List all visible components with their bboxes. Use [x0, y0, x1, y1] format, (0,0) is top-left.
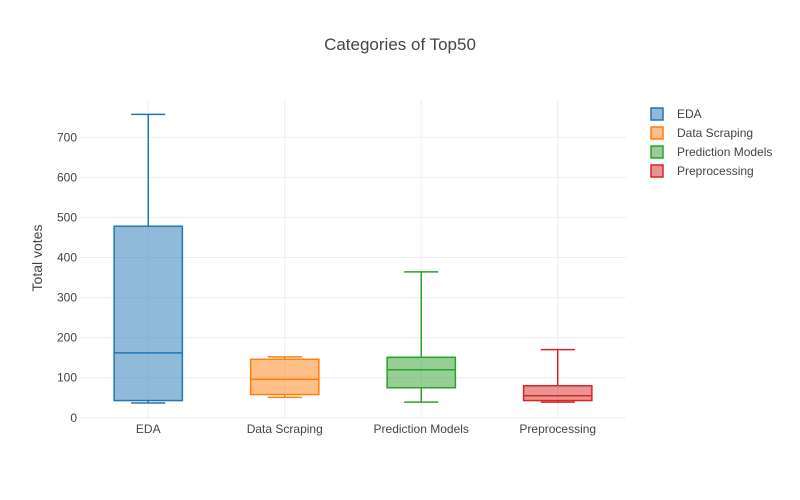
legend-item[interactable]: EDA [650, 107, 702, 121]
x-axis: EDA Data Scraping Prediction Models Preproc… [136, 422, 596, 436]
box-iqr [249, 358, 320, 396]
legend-swatch [650, 164, 664, 178]
y-tick-label: 500 [57, 210, 77, 224]
y-tick-label: 400 [57, 250, 77, 264]
box-eda[interactable] [113, 113, 184, 404]
y-axis-title: Total votes [29, 225, 45, 292]
legend-label: Data Scraping [677, 126, 753, 140]
legend-label: EDA [677, 107, 702, 121]
legend[interactable]: EDA Data Scraping Prediction Models Preproc… [650, 107, 772, 178]
y-tick-label: 700 [57, 130, 77, 144]
y-tick-label: 100 [57, 371, 77, 385]
box-prediction-models[interactable] [386, 271, 457, 403]
legend-item[interactable]: Preprocessing [650, 164, 754, 178]
y-tick-label: 300 [57, 291, 77, 305]
y-axis: 0 100 200 300 400 500 600 700 [57, 130, 77, 425]
legend-label: Prediction Models [677, 145, 772, 159]
x-tick-label: EDA [136, 422, 161, 436]
y-tick-label: 0 [70, 411, 77, 425]
box-iqr [113, 225, 184, 402]
box-preprocessing[interactable] [522, 348, 593, 403]
box-data-scraping[interactable] [249, 356, 320, 399]
y-tick-label: 600 [57, 170, 77, 184]
legend-label: Preprocessing [677, 164, 754, 178]
legend-swatch [650, 145, 664, 159]
legend-swatch [650, 107, 664, 121]
x-tick-label: Data Scraping [247, 422, 323, 436]
box-iqr [522, 384, 593, 402]
chart-title: Categories of Top50 [324, 35, 476, 54]
box-iqr [386, 356, 457, 389]
legend-item[interactable]: Data Scraping [650, 126, 753, 140]
legend-swatch [650, 126, 664, 140]
y-tick-label: 200 [57, 331, 77, 345]
x-tick-label: Prediction Models [374, 422, 469, 436]
x-tick-label: Preprocessing [519, 422, 596, 436]
legend-item[interactable]: Prediction Models [650, 145, 772, 159]
box-series [113, 113, 593, 404]
